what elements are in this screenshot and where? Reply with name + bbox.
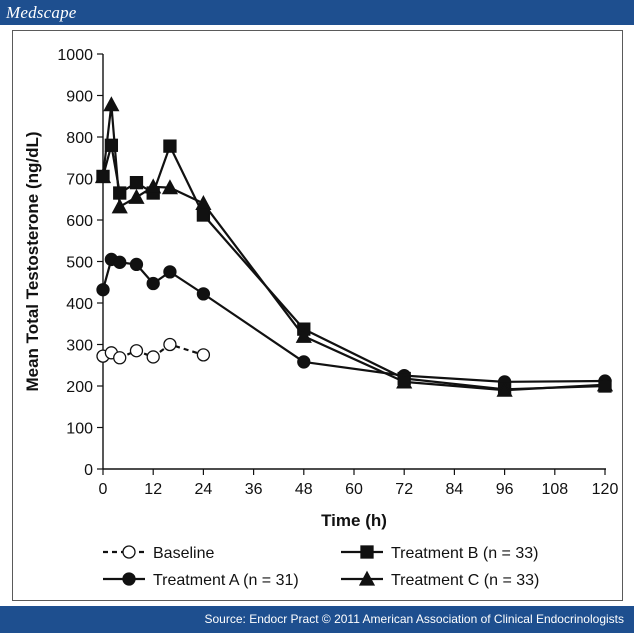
y-tick-label: 300: [66, 338, 93, 355]
x-tick-label: 36: [245, 481, 263, 498]
data-point-series-1: [146, 276, 160, 291]
legend-marker-1: [122, 572, 136, 586]
data-point-series-3: [161, 179, 179, 195]
data-point-series-3: [295, 327, 312, 343]
x-tick-label: 24: [195, 481, 213, 498]
data-point-series-1: [297, 355, 311, 369]
y-axis-label: Mean Total Testosterone (ng/dL): [23, 131, 42, 391]
x-tick-label: 0: [99, 481, 108, 498]
y-tick-label: 500: [66, 255, 93, 272]
data-point-series-2: [129, 175, 144, 190]
y-tick-label: 100: [66, 421, 93, 438]
y-tick-label: 1000: [57, 47, 93, 64]
data-point-series-2: [113, 186, 127, 200]
x-tick-label: 60: [345, 481, 363, 498]
data-point-series-2: [163, 139, 177, 153]
x-tick-label: 96: [496, 481, 514, 498]
data-point-series-1: [129, 257, 144, 272]
x-tick-label: 108: [541, 481, 568, 498]
line-chart: 0 100 200 300 400 500 600 700 800 900 1000 0 12 24 36 4…: [23, 47, 619, 589]
data-point-series-1: [113, 255, 127, 269]
header-bar: Medscape: [0, 0, 634, 25]
legend-marker-2: [360, 545, 374, 559]
footer-bar: Source: Endocr Pract © 2011 American Ass…: [0, 606, 634, 633]
data-point-series-3: [94, 168, 112, 184]
data-point-series-3: [128, 188, 145, 204]
data-point-series-1: [163, 265, 177, 279]
data-point-series-0: [163, 337, 177, 352]
data-point-series-3: [596, 376, 614, 392]
data-point-series-1: [96, 283, 110, 297]
source-credit: Source: Endocr Pract © 2011 American Ass…: [204, 612, 625, 626]
x-axis-label: Time (h): [321, 511, 387, 530]
data-point-series-3: [496, 381, 513, 397]
chart-frame: 0 100 200 300 400 500 600 700 800 900 1000 0 12 24 36 4…: [12, 30, 623, 601]
x-tick-label: 72: [395, 481, 413, 498]
data-point-series-1: [196, 287, 211, 301]
legend-label-1: Treatment A (n = 31): [153, 572, 299, 589]
legend-label-3: Treatment C (n = 33): [391, 572, 539, 589]
x-tick-label: 48: [295, 481, 313, 498]
brand-logo: Medscape: [6, 3, 77, 22]
y-tick-label: 0: [84, 462, 93, 479]
data-point-series-3: [396, 373, 413, 389]
y-tick-label: 200: [66, 379, 93, 396]
legend-label-2: Treatment B (n = 33): [391, 545, 538, 562]
series-line-2: [101, 144, 606, 391]
data-point-series-2: [196, 208, 211, 222]
y-tick-label: 400: [66, 296, 93, 313]
y-tick-label: 800: [66, 130, 93, 147]
legend-marker-3: [358, 570, 376, 586]
data-point-series-0: [196, 348, 211, 362]
data-point-series-0: [113, 351, 127, 365]
data-point-series-3: [103, 96, 120, 112]
y-tick-label: 600: [66, 213, 93, 230]
x-tick-label: 12: [144, 481, 162, 498]
data-point-series-0: [146, 350, 160, 364]
x-tick-label: 84: [446, 481, 464, 498]
data-point-series-2: [104, 138, 119, 152]
data-point-series-3: [145, 178, 162, 194]
y-tick-label: 700: [66, 172, 93, 189]
y-tick-label: 900: [66, 89, 93, 106]
legend-marker-0: [122, 545, 136, 559]
legend-label-0: Baseline: [153, 545, 214, 562]
data-point-series-3: [195, 195, 212, 211]
data-point-series-0: [129, 344, 144, 358]
x-tick-label: 120: [592, 481, 619, 498]
data-point-series-3: [111, 198, 128, 214]
series-line-1: [101, 258, 606, 383]
